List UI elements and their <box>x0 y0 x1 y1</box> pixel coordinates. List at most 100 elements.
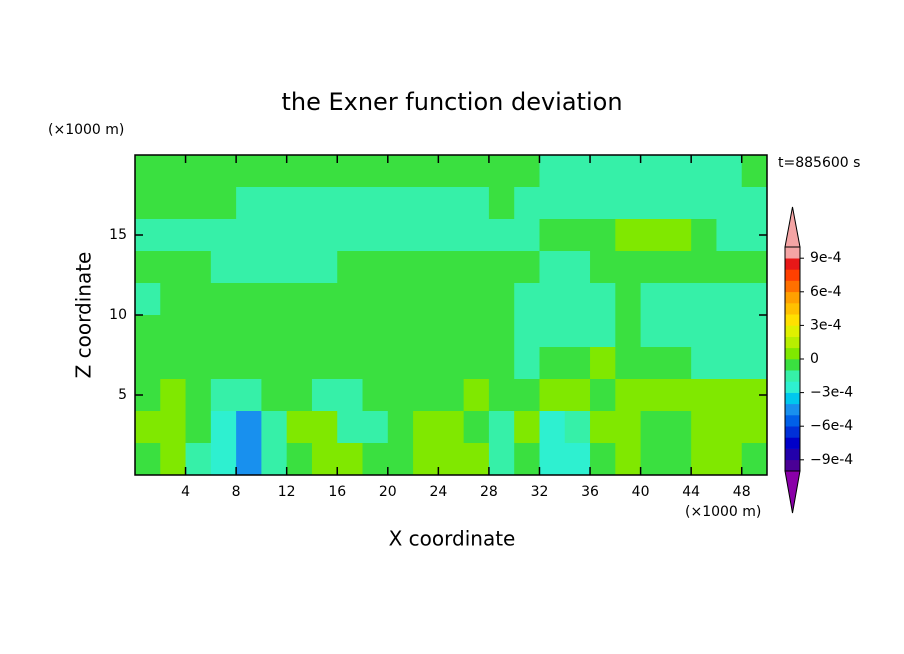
x-tick-label: 48 <box>733 484 751 500</box>
contour-cell <box>210 347 237 380</box>
contour-cell <box>261 219 288 252</box>
x-tick-label: 36 <box>581 484 599 500</box>
contour-cell <box>286 219 313 252</box>
contour-cell <box>210 411 237 444</box>
contour-cell <box>261 443 288 476</box>
x-tick-label: 28 <box>480 484 498 500</box>
contour-cell <box>236 347 262 380</box>
contour-cell <box>337 187 364 220</box>
colorbar-band <box>785 303 800 315</box>
contour-cell <box>691 379 717 412</box>
colorbar-band <box>785 381 800 393</box>
colorbar-band <box>785 247 800 259</box>
contour-cell <box>488 443 515 476</box>
colorbar-tick-label: −3e-4 <box>810 385 853 401</box>
contour-cell <box>160 411 187 444</box>
contour-cell <box>261 251 288 284</box>
contour-cell <box>514 187 540 220</box>
colorbar-band <box>785 437 800 449</box>
contour-cell <box>337 315 364 348</box>
contour-cell <box>387 251 414 284</box>
contour-cell <box>665 251 692 284</box>
contour-cell <box>160 315 187 348</box>
contour-cell <box>691 443 717 476</box>
contour-cell <box>210 283 237 316</box>
contour-cell <box>539 315 566 348</box>
contour-cell <box>615 187 642 220</box>
contour-cell <box>337 283 364 316</box>
contour-cell <box>160 155 187 188</box>
y-unit: (×1000 m) <box>48 122 124 138</box>
x-tick-label: 16 <box>328 484 346 500</box>
contour-cell <box>311 219 338 252</box>
contour-cell <box>640 315 667 348</box>
contour-cell <box>564 283 591 316</box>
x-tick-label: 20 <box>379 484 397 500</box>
contour-cell <box>615 283 642 316</box>
contour-cell <box>286 379 313 412</box>
annotation: t=885600 s <box>778 155 860 171</box>
contour-cell <box>160 187 187 220</box>
contour-cell <box>135 411 161 444</box>
colorbar-band <box>785 325 800 337</box>
contour-cell <box>160 443 187 476</box>
contour-cell <box>615 155 642 188</box>
contour-cell <box>438 315 465 348</box>
contour-cell <box>311 283 338 316</box>
contour-cell <box>615 315 642 348</box>
contour-cell <box>488 379 515 412</box>
colorbar-band <box>785 359 800 371</box>
contour-cell <box>135 155 161 188</box>
contour-cell <box>311 379 338 412</box>
contour-cell <box>185 315 212 348</box>
contour-cell <box>286 443 313 476</box>
contour-cell <box>488 315 515 348</box>
contour-cell <box>640 155 667 188</box>
contour-cell <box>463 443 490 476</box>
contour-cell <box>463 155 490 188</box>
contour-cell <box>615 251 642 284</box>
x-tick-label: 32 <box>531 484 549 500</box>
contour-cell <box>564 411 591 444</box>
contour-cell <box>362 251 389 284</box>
contour-cell <box>463 187 490 220</box>
contour-cell <box>640 251 667 284</box>
contour-cell <box>185 155 212 188</box>
contour-cell <box>741 187 768 220</box>
contour-cell <box>337 219 364 252</box>
contour-cell <box>413 315 439 348</box>
contour-cell <box>539 347 566 380</box>
contour-cell <box>387 315 414 348</box>
contour-cell <box>135 187 161 220</box>
contour-cell <box>160 283 187 316</box>
contour-cell <box>463 411 490 444</box>
contour-cell <box>564 251 591 284</box>
contour-cell <box>387 155 414 188</box>
contour-cell <box>741 347 768 380</box>
contour-cell <box>665 187 692 220</box>
contour-cell <box>691 251 717 284</box>
contour-cell <box>160 219 187 252</box>
contour-cell <box>413 347 439 380</box>
colorbar-band <box>785 269 800 281</box>
contour-cell <box>539 251 566 284</box>
contour-cell <box>514 379 540 412</box>
contour-cell <box>286 251 313 284</box>
contour-cell <box>261 347 288 380</box>
contour-cell <box>311 251 338 284</box>
contour-cell <box>438 187 465 220</box>
contour-cell <box>311 155 338 188</box>
contour-cell <box>413 411 439 444</box>
contour-cell <box>665 155 692 188</box>
x-unit: (×1000 m) <box>685 504 761 520</box>
contour-cell <box>413 187 439 220</box>
contour-cell <box>488 219 515 252</box>
colorbar-band <box>785 347 800 360</box>
contour-cell <box>362 219 389 252</box>
contour-cell <box>362 283 389 316</box>
contour-cell <box>135 283 161 316</box>
contour-cell <box>185 411 212 444</box>
contour-cell <box>665 347 692 380</box>
contour-cell <box>185 347 212 380</box>
